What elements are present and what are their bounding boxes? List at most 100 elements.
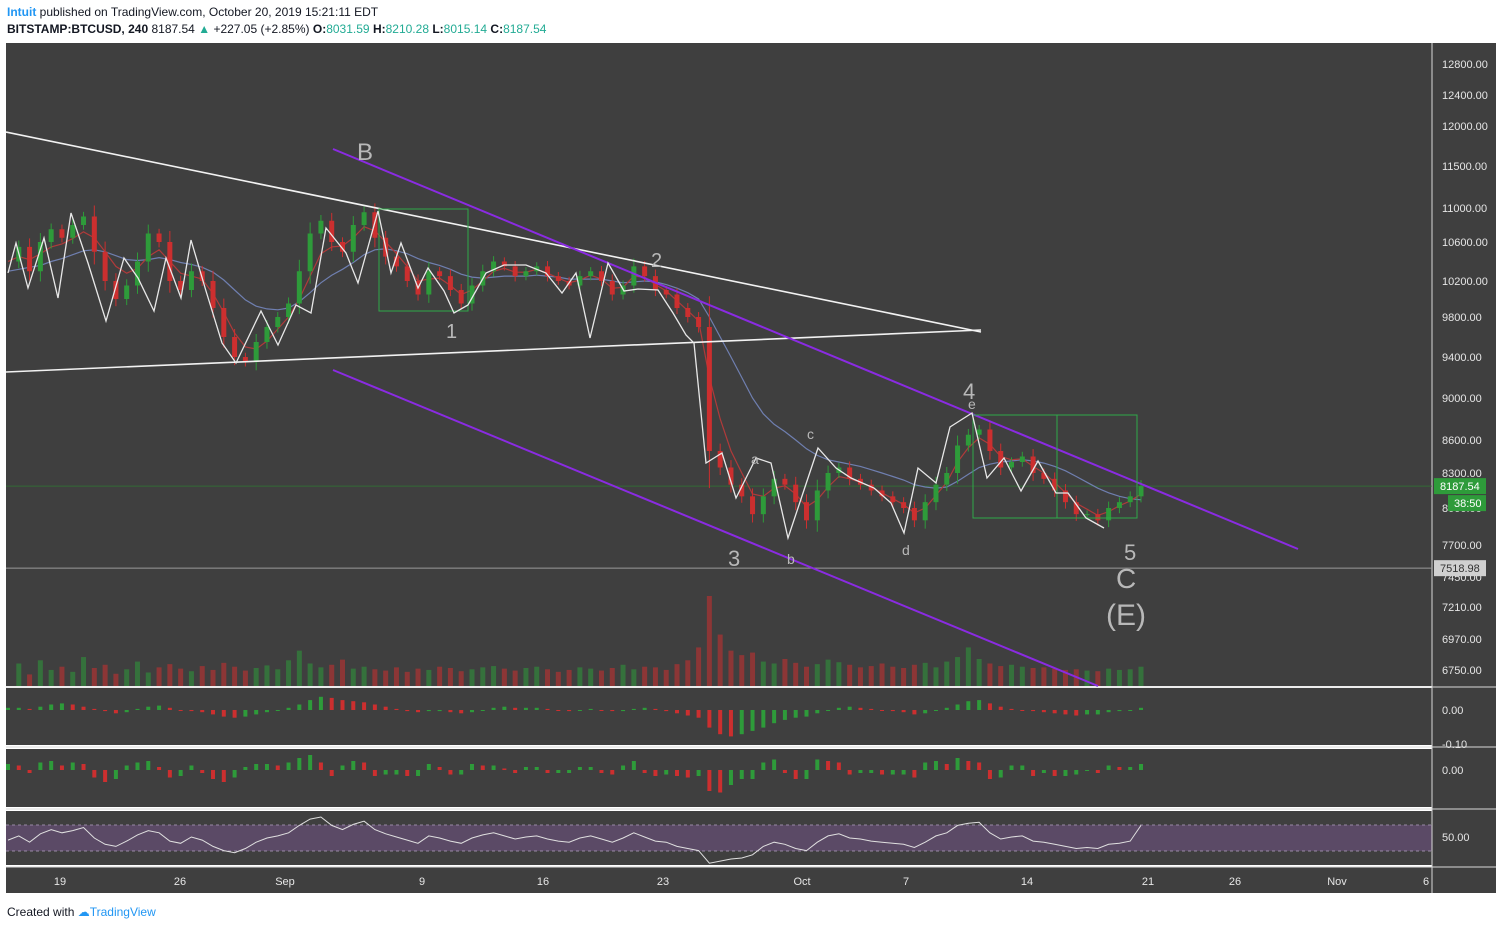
macd1-bar <box>469 710 474 713</box>
price-tick-label: 10200.00 <box>1442 276 1488 288</box>
macd2-bar <box>696 770 701 776</box>
candle-body <box>329 220 335 242</box>
macd1-bar <box>340 700 345 710</box>
time-tick-label: Sep <box>275 876 295 888</box>
volume-bar <box>976 659 982 686</box>
macd2-bar <box>491 765 496 770</box>
macd1-bar <box>761 710 766 728</box>
macd2-bar <box>459 770 464 775</box>
tradingview-brand[interactable]: TradingView <box>89 905 156 919</box>
volume-bar <box>188 671 194 686</box>
macd2-bar <box>1074 770 1079 775</box>
volume-bar <box>426 669 432 686</box>
macd2-bar <box>362 762 367 770</box>
macd1-bar <box>826 710 831 711</box>
volume-bar <box>145 672 151 686</box>
macd1-bar <box>933 710 938 711</box>
macd2-bar <box>836 762 841 770</box>
macd2-bar <box>880 770 885 775</box>
volume-bar <box>1084 670 1090 686</box>
time-tick-label: 16 <box>537 876 549 888</box>
volume-bar <box>836 662 842 686</box>
macd2-bar <box>588 767 593 770</box>
time-tick-label: 7 <box>903 876 909 888</box>
volume-bar <box>1127 669 1133 686</box>
author-name[interactable]: Intuit <box>7 5 37 19</box>
wave-label-c: C <box>1116 563 1136 594</box>
macd1-bar <box>189 710 194 712</box>
volume-bar <box>857 667 863 686</box>
macd2-bar <box>815 759 820 770</box>
macd2-bar <box>1117 767 1122 770</box>
time-tick-label: 19 <box>54 876 66 888</box>
macd2-bar <box>502 768 507 770</box>
macd1-bar <box>167 707 172 710</box>
volume-bar <box>642 666 648 686</box>
candle-body <box>955 445 961 473</box>
channel-lower-line <box>332 369 1099 687</box>
macd1-bar <box>81 706 86 710</box>
candle-body <box>1095 514 1101 521</box>
macd2-bar <box>329 770 334 776</box>
macd1-bar <box>383 706 388 710</box>
macd1-bar <box>351 701 356 710</box>
volume-bar <box>868 666 874 686</box>
macd1-bar <box>955 704 960 710</box>
tradingview-logo-icon[interactable]: ☁ <box>77 905 90 919</box>
candle-body <box>70 225 76 238</box>
macd2-bar <box>372 770 377 776</box>
macd1-bar <box>1020 710 1025 711</box>
macd2-bar <box>221 770 226 782</box>
up-arrow-icon: ▲ <box>198 22 211 36</box>
candle-body <box>717 451 723 468</box>
macd2-zero-label: 0.00 <box>1442 765 1463 777</box>
macd2-bar <box>416 770 421 776</box>
price-chart[interactable]: 12800.00 12400.00 12000.00 11500.00 11000.00… <box>6 43 1496 893</box>
time-axis-pane <box>6 867 1432 893</box>
macd2-bar <box>200 770 205 773</box>
macd1-bar <box>394 708 399 710</box>
volume-bar <box>825 659 831 686</box>
close-value: 8187.54 <box>503 22 547 36</box>
volume-bar <box>37 660 43 686</box>
macd2-bar <box>103 770 108 782</box>
volume-bar <box>415 668 421 686</box>
symbol-name[interactable]: BITSTAMP:BTCUSD, 240 <box>7 22 149 36</box>
macd2-bar <box>912 770 917 778</box>
macd1-bar <box>815 710 820 714</box>
candle-body <box>803 502 809 521</box>
macd2-bar <box>923 762 928 770</box>
macd1-bar <box>1139 707 1143 710</box>
volume-bar <box>124 669 130 686</box>
pivot-tag <box>1434 560 1486 577</box>
candle-body <box>642 266 648 277</box>
candle-body <box>102 251 108 281</box>
candle-body <box>37 242 43 272</box>
macd1-bar <box>923 710 928 714</box>
volume-bar <box>491 666 497 686</box>
candle-body <box>523 271 529 277</box>
volume-bar <box>803 666 809 686</box>
macd1-bar <box>1117 710 1122 712</box>
macd2-bar <box>308 755 313 770</box>
macd1-bar <box>556 710 561 711</box>
macd1-bar <box>944 707 949 710</box>
macd2-bar <box>901 770 906 775</box>
candle-body <box>512 266 518 277</box>
macd1-bar <box>577 710 582 711</box>
candle-body <box>663 290 669 295</box>
macd2-bar <box>933 761 938 770</box>
macd1-bar <box>372 704 377 710</box>
macd2-bar <box>1031 770 1036 776</box>
wave-label-1: 1 <box>446 321 457 343</box>
main-pane <box>6 43 1432 686</box>
volume-bar <box>350 668 356 686</box>
macd1-bar <box>642 707 647 710</box>
open-label: O: <box>312 22 327 36</box>
macd1-bar <box>1128 710 1133 711</box>
macd2-bar <box>92 770 97 778</box>
volume-bar <box>59 666 65 686</box>
fib-box-1 <box>378 208 469 312</box>
macd1-bar <box>987 703 992 710</box>
volume-bar <box>393 667 399 686</box>
